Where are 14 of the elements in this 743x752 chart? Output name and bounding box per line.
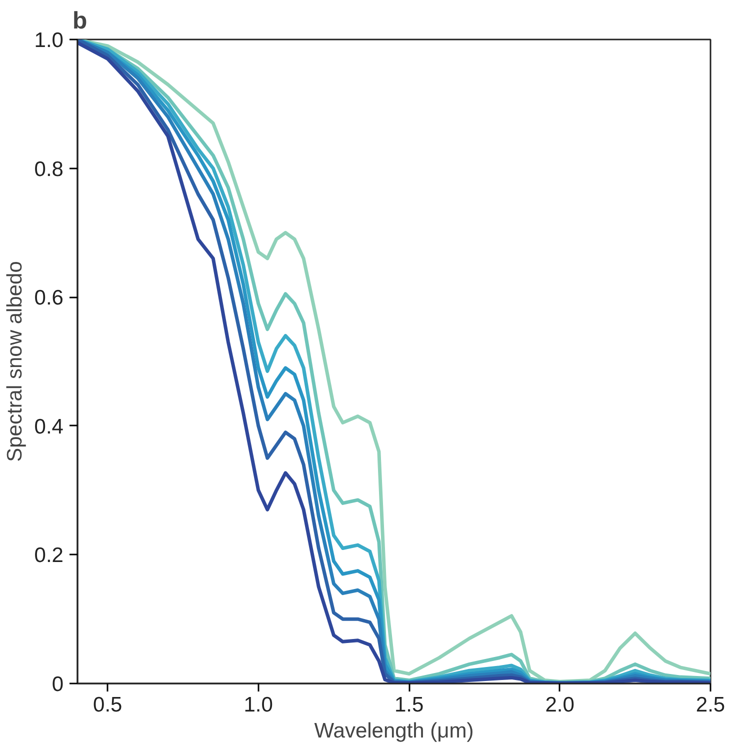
y-tick-label: 0.4 [34, 415, 64, 438]
text: b [72, 8, 88, 34]
y-tick-label: 0 [52, 673, 64, 696]
y-tick-label: 1.0 [34, 29, 64, 52]
x-tick-label: 1.0 [244, 694, 273, 716]
x-axis-title: Wavelength (μm) [314, 720, 474, 742]
y-tick-label: 0.8 [34, 158, 64, 181]
x-tick-label: 2.5 [696, 694, 726, 716]
y-axis-title: Spectral snow albedo [3, 261, 26, 462]
x-tick-label: 1.5 [394, 694, 424, 716]
y-tick-label: 0.2 [34, 544, 64, 568]
x-tick-label: 0.5 [93, 694, 122, 716]
x-tick-label: 2.0 [545, 694, 574, 716]
y-tick-label: 0.6 [34, 286, 64, 310]
